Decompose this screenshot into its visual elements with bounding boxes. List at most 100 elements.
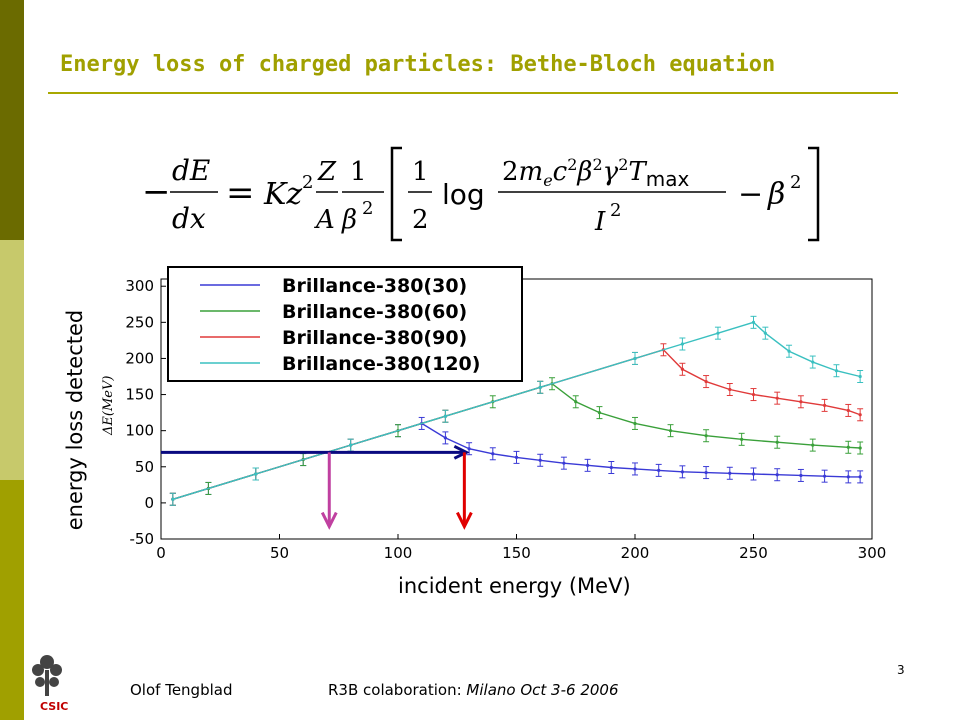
y-tick-label: 50 (135, 458, 154, 476)
eq-I: I (594, 207, 606, 237)
y-tick-label: 300 (125, 277, 154, 295)
x-tick-label: 300 (858, 544, 887, 562)
eq-1: 1 (412, 157, 429, 187)
footer-conference-label: R3B colaboration: (328, 681, 467, 699)
data-point (586, 463, 590, 467)
data-point (574, 400, 578, 404)
data-point (538, 458, 542, 462)
data-point (728, 387, 732, 392)
right-bracket (808, 146, 820, 242)
x-tick-label: 150 (502, 544, 531, 562)
bethe-bloch-equation: − dE dx = Kz 2 Z A 1 β 2 1 2 log 2mec2β2… (142, 146, 820, 242)
legend-label: Brillance-380(120) (282, 353, 480, 375)
data-point (728, 471, 732, 475)
data-point (751, 320, 756, 324)
data-point (704, 434, 708, 438)
data-point (633, 421, 637, 426)
y-tick-label: 150 (125, 386, 154, 404)
eq-2: 2 (412, 205, 429, 235)
data-point (704, 379, 708, 384)
data-point (799, 400, 803, 404)
data-point (846, 475, 850, 479)
eq-numerator: 2mec2β2γ2Tmax (502, 155, 689, 191)
data-point (751, 472, 756, 476)
data-point (846, 445, 850, 449)
y-tick-label: 250 (125, 313, 154, 331)
data-point (443, 414, 447, 418)
x-tick-label: 0 (156, 544, 166, 562)
sidebar-band-middle (0, 240, 24, 480)
y-axis-main-label: energy loss detected (63, 309, 87, 531)
footer-conference: R3B colaboration: Milano Oct 3-6 2006 (328, 681, 619, 699)
eq-beta: β (341, 205, 357, 235)
y-axis-label: ΔE(MeV) (101, 376, 116, 436)
data-point (787, 349, 791, 353)
sidebar-band-bottom (0, 480, 24, 720)
x-tick-label: 50 (270, 544, 289, 562)
data-point (491, 452, 495, 456)
data-point (633, 467, 637, 471)
data-point (799, 473, 803, 478)
data-point (171, 497, 175, 501)
data-point (775, 473, 779, 477)
footer-author: Olof Tengblad (130, 681, 233, 699)
data-point (763, 331, 767, 335)
chart-legend: Brillance-380(30) Brillance-380(60) Brilla… (167, 266, 523, 382)
data-point (775, 396, 779, 400)
data-point (538, 385, 542, 389)
data-point (680, 470, 685, 474)
eq-Kz: Kz (263, 177, 302, 212)
data-point (775, 440, 779, 444)
legend-box (167, 266, 523, 382)
data-point (254, 472, 258, 476)
data-point (740, 437, 744, 441)
data-point (467, 447, 471, 451)
legend-label: Brillance-380(60) (282, 301, 467, 323)
x-tick-label: 100 (384, 544, 413, 562)
eq-Z: Z (317, 157, 337, 187)
data-point (597, 411, 602, 415)
arrow-head (456, 511, 473, 530)
data-point (633, 356, 637, 361)
data-point (680, 342, 685, 346)
data-point (668, 429, 673, 433)
data-point (716, 331, 720, 335)
y-tick-label: 100 (125, 422, 154, 440)
y-tick-label: -50 (130, 530, 155, 548)
slide-title: Energy loss of charged particles: Bethe-… (60, 52, 776, 77)
eq-A: A (314, 205, 335, 235)
legend-label: Brillance-380(30) (282, 275, 467, 297)
x-tick-label: 250 (739, 544, 768, 562)
energy-loss-plot: 0 50 100 150 200 250 300-50050100150200250300 … (101, 266, 886, 562)
data-point (562, 461, 566, 465)
page-number: 3 (897, 663, 905, 677)
data-point (751, 392, 756, 397)
data-point (858, 374, 862, 379)
data-point (349, 443, 353, 447)
series-line (172, 321, 861, 500)
title-divider (48, 92, 898, 94)
data-point (858, 446, 862, 450)
footer-venue: Milano Oct 3-6 2006 (466, 681, 619, 699)
data-point (680, 367, 685, 371)
y-tick-label: 200 (125, 349, 154, 367)
eq-beta: β (767, 177, 785, 212)
eq-1: 1 (350, 157, 367, 187)
data-point (846, 408, 850, 413)
data-point (609, 465, 613, 470)
eq-dx: dx (172, 202, 206, 235)
logo-text: CSIC (40, 700, 69, 713)
eq-minus: − (738, 177, 763, 212)
eq-log: log (442, 178, 485, 211)
data-point (811, 360, 815, 364)
arrow-head (453, 444, 470, 460)
data-point (823, 474, 827, 478)
x-tick-label: 200 (621, 544, 650, 562)
data-series (169, 315, 864, 506)
minus-sign: − (142, 172, 171, 212)
arrow-head (320, 511, 338, 530)
data-point (823, 403, 827, 407)
data-point (858, 413, 862, 417)
left-bracket (390, 146, 402, 242)
